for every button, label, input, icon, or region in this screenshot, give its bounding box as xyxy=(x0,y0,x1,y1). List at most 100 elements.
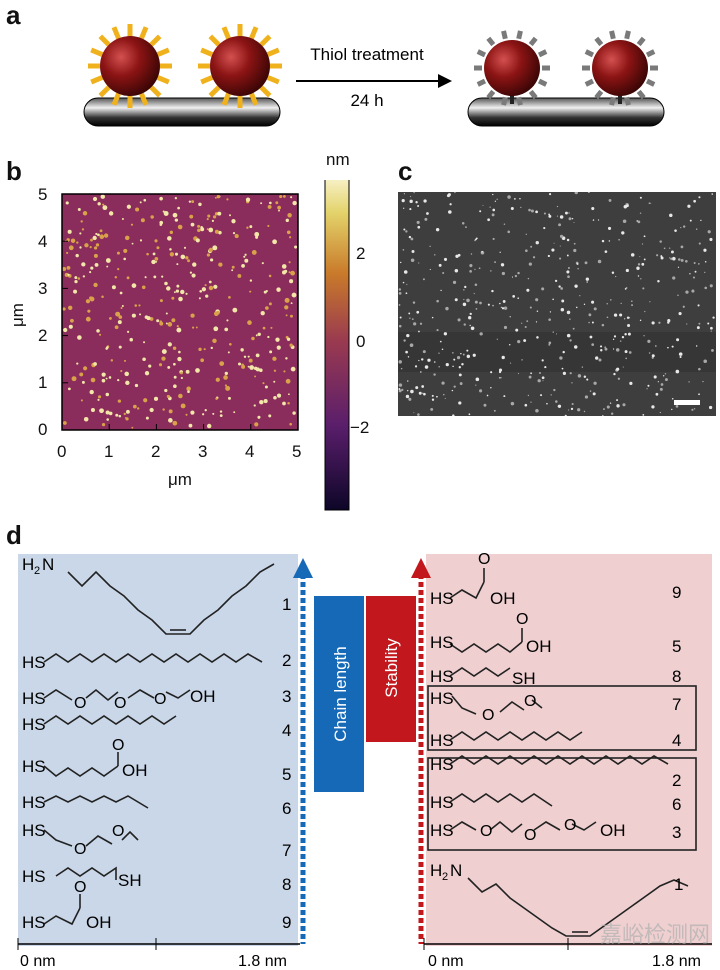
sem-particle xyxy=(615,275,617,278)
afm-particle xyxy=(178,350,181,354)
afm-particle xyxy=(176,284,180,288)
afm-particle xyxy=(207,214,211,218)
sem-particle xyxy=(418,391,422,395)
afm-particle xyxy=(251,250,257,255)
afm-particle xyxy=(254,231,260,237)
svg-text:OH: OH xyxy=(190,687,216,706)
afm-particle xyxy=(191,273,196,278)
ligand xyxy=(149,85,162,98)
sem-particle xyxy=(606,316,609,319)
sem-particle xyxy=(615,348,620,352)
afm-particle xyxy=(260,310,265,316)
sem-particle xyxy=(443,257,448,261)
stability-label: Stability xyxy=(382,638,401,698)
sem-particle xyxy=(564,211,568,215)
afm-particle xyxy=(208,280,212,284)
sem-particle xyxy=(649,301,651,303)
thiol-label: HS xyxy=(22,867,46,886)
afm-particle xyxy=(288,393,290,396)
afm-particle xyxy=(70,318,74,323)
sem-particle xyxy=(647,384,650,387)
sem-particle xyxy=(651,354,655,358)
afm-particle xyxy=(173,291,176,294)
sem-particle xyxy=(548,343,551,346)
sem-particle xyxy=(510,207,514,211)
afm-particle xyxy=(204,284,207,287)
sem-particle xyxy=(508,344,511,346)
afm-particle xyxy=(257,332,261,336)
afm-y-tick: 5 xyxy=(38,185,48,204)
sem-particle xyxy=(667,346,669,349)
sem-particle xyxy=(491,213,495,217)
sem-particle xyxy=(523,339,527,343)
sem-particle xyxy=(553,388,556,392)
sem-particle xyxy=(405,394,410,399)
afm-particle xyxy=(167,236,172,241)
afm-particle xyxy=(98,333,102,336)
sem-particle xyxy=(398,360,402,364)
sem-particle xyxy=(583,375,587,378)
afm-particle xyxy=(211,219,215,223)
svg-text:2: 2 xyxy=(34,565,40,577)
afm-particle xyxy=(159,196,163,201)
afm-particle xyxy=(171,296,175,300)
sem-particle xyxy=(530,209,534,213)
afm-particle xyxy=(159,223,163,227)
afm-particle xyxy=(81,380,85,384)
scale-bar xyxy=(674,400,700,405)
sem-particle xyxy=(553,242,555,244)
sem-particle xyxy=(540,394,543,397)
sem-particle xyxy=(593,381,597,385)
sem-particle xyxy=(637,263,641,266)
sem-particle xyxy=(556,333,558,335)
sem-particle xyxy=(431,398,435,401)
sem-particle xyxy=(691,408,694,411)
sem-particle xyxy=(687,204,691,208)
sem-particle xyxy=(438,352,440,354)
afm-particle xyxy=(287,402,290,405)
afm-particle xyxy=(165,312,168,315)
afm-particle xyxy=(282,401,286,406)
svg-text:O: O xyxy=(524,693,536,710)
afm-particle xyxy=(213,284,218,289)
sem-particle xyxy=(704,286,708,290)
afm-particle xyxy=(192,262,197,267)
afm-particle xyxy=(123,359,127,362)
afm-particle xyxy=(195,238,200,243)
sem-particle xyxy=(452,280,457,285)
afm-particle xyxy=(191,326,195,329)
afm-particle xyxy=(106,265,109,268)
afm-particle xyxy=(254,375,257,378)
afm-y-tick: 1 xyxy=(38,373,48,392)
afm-height-map xyxy=(61,180,350,511)
afm-particle xyxy=(68,305,73,311)
afm-particle xyxy=(278,209,280,212)
sem-particle xyxy=(434,254,436,256)
svg-text:1: 1 xyxy=(282,595,291,614)
ligand xyxy=(208,85,221,98)
thiol-label: HS xyxy=(430,589,454,608)
sem-particle xyxy=(464,285,467,289)
svg-text:O: O xyxy=(74,879,86,896)
thiol-label: HS xyxy=(22,653,46,672)
sem-particle xyxy=(698,196,701,199)
ligand xyxy=(528,89,538,100)
afm-particle xyxy=(101,372,106,377)
sem-particle xyxy=(401,198,405,203)
svg-text:O: O xyxy=(564,817,576,834)
afm-y-tick: 4 xyxy=(38,232,48,251)
afm-particle xyxy=(264,385,268,389)
afm-particle xyxy=(286,230,291,235)
sem-particle xyxy=(466,349,469,352)
sem-particle xyxy=(406,334,410,338)
afm-particle xyxy=(83,366,88,371)
sem-particle xyxy=(698,367,701,371)
panel-d-label: d xyxy=(6,520,22,550)
afm-particle xyxy=(139,313,142,316)
sem-particle xyxy=(458,373,462,377)
sem-particle xyxy=(671,397,674,400)
sem-particle xyxy=(514,197,516,200)
sem-particle xyxy=(411,318,414,321)
sem-particle xyxy=(457,318,461,322)
ligand xyxy=(221,92,231,106)
